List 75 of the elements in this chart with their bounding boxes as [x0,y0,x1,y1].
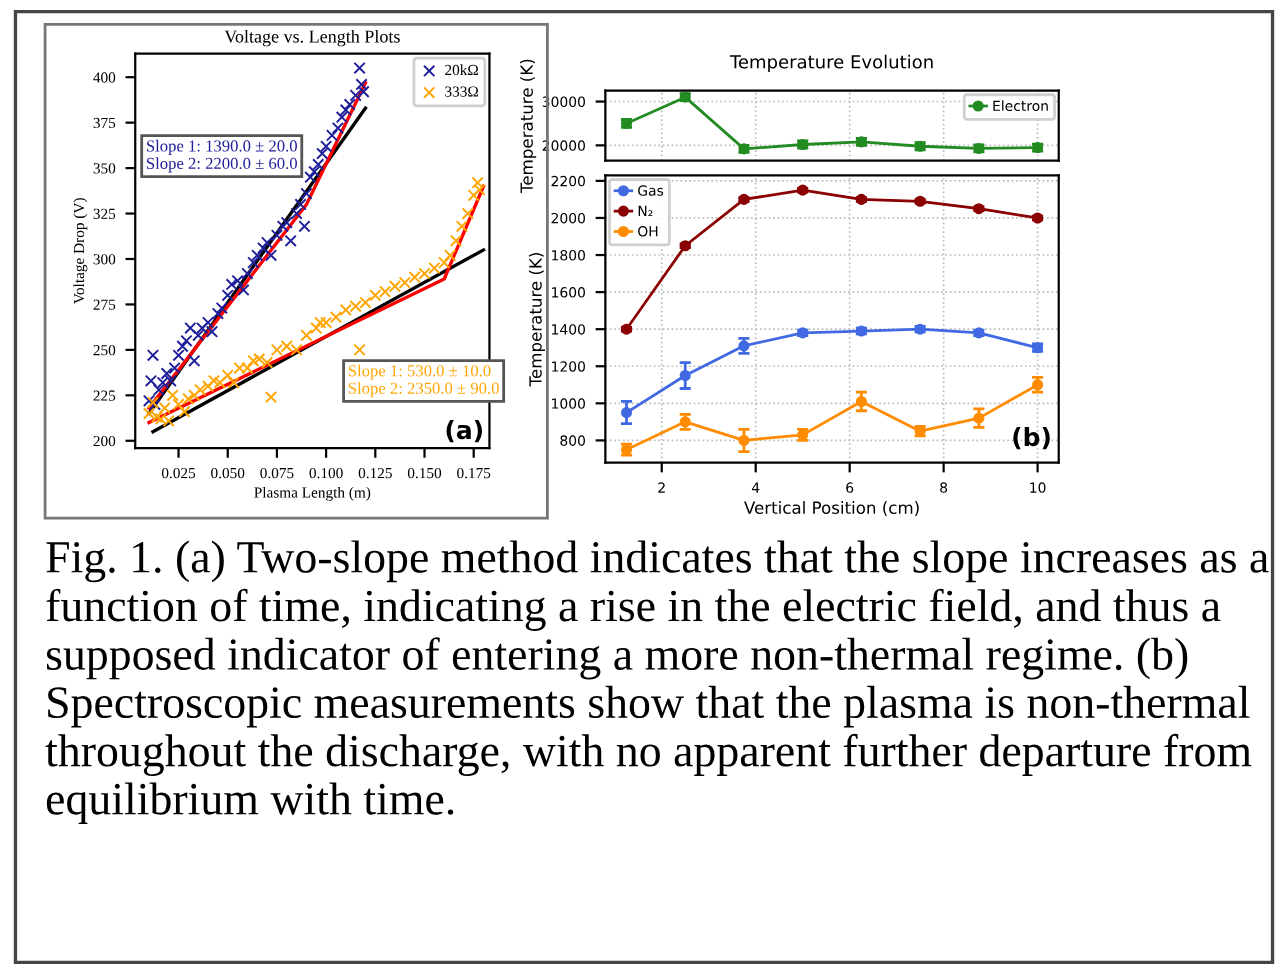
point [270,229,284,242]
point [343,98,356,111]
point [298,220,311,233]
point [247,256,260,269]
point [166,389,179,402]
point [221,289,234,302]
point [300,187,313,200]
point [461,207,474,220]
point [215,301,228,315]
point [443,249,457,262]
point [146,349,160,362]
point [471,176,484,189]
point [207,374,221,387]
annotation: (b) [1013,426,1050,450]
point [264,390,278,404]
point [164,374,177,387]
point [357,85,370,98]
point [339,103,352,117]
point [300,329,313,342]
point [304,171,317,184]
point [855,193,867,205]
y-axis-title: Temperature (K) [528,253,546,387]
point [168,361,181,375]
point [308,165,321,178]
point [331,121,345,135]
point [319,140,333,153]
annotation: (a) [446,419,482,443]
point [355,78,368,91]
point [211,307,225,320]
point [314,316,327,329]
point [152,383,166,397]
point [276,220,289,233]
point [178,405,191,418]
point [679,369,691,382]
annotation: Slope 1: 1390.0 ± 20.0 Slope 2: 2200.0 ± 60.0 [146,139,297,173]
point [620,407,633,419]
point [253,352,266,366]
point [1032,379,1044,391]
point [241,361,254,375]
point [231,274,244,287]
point [280,216,293,229]
x-axis-title: Vertical Position (cm) [744,501,919,516]
point [353,343,366,357]
point [221,369,234,382]
point [312,158,325,171]
point [188,354,201,367]
annotation: Slope 1: 530.0 ± 10.0 Slope 2: 2350.0 ± 90.0 [348,364,499,398]
point [325,129,339,142]
point [353,61,366,75]
caption: Fig. 1. (a) Two-slope method indicates that the slope increases as a function of time, indicating a rise in the electric field, and thus a supposed indicator of entering a more non-thermal regime. (b) Spectroscopic measurements show that the plasma is non-thermal throughout the discharge, with no apparent further departure from equilibrium with time. [45,540,1269,824]
point [160,367,173,380]
point [738,434,750,446]
point [290,207,303,220]
point [201,316,215,329]
point [473,183,486,197]
y-axis-title: Temperature (K) [520,59,537,194]
point [176,340,189,353]
point [194,383,207,397]
point [260,236,274,249]
point [335,111,349,124]
point [449,234,463,247]
point [467,189,480,202]
chart-title: Temperature Evolution [729,54,933,73]
point [284,234,297,247]
point [294,198,307,211]
point [241,267,254,280]
point [188,389,201,402]
chart-title: Voltage vs. Length Plots [224,29,400,47]
point [455,220,469,233]
point [172,349,185,362]
point [855,395,867,408]
point [316,147,329,160]
point [349,89,362,102]
point [256,241,270,255]
point [233,361,246,375]
